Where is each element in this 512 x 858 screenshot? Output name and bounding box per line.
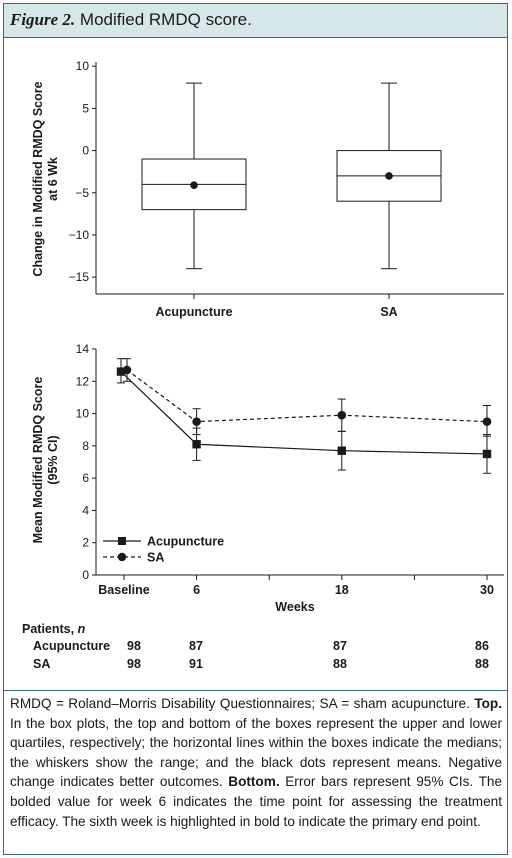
caption-top-text: In the box plots, the top and bottom of … — [10, 715, 502, 790]
series-acupuncture-point — [116, 367, 126, 376]
series-sa-point — [337, 410, 347, 420]
figure-label: Figure 2. — [10, 10, 76, 29]
box-sa-mean-dot — [385, 172, 393, 180]
series-sa-line — [126, 369, 488, 423]
y-tick-label: 10 — [76, 59, 90, 73]
caption-top-label: Top. — [474, 696, 502, 711]
y-axis-label-line1: Change in Modified RMDQ Score — [31, 81, 45, 276]
patients-count: 98 — [127, 657, 141, 671]
x-tick-label: 6 — [193, 583, 200, 597]
box-acupuncture-mean-dot — [190, 181, 198, 189]
patients-count: 86 — [475, 639, 489, 653]
caption-bottom-label: Bottom. — [228, 774, 280, 790]
y-axis-label-line2: at 6 Wk — [46, 157, 60, 201]
y-tick-label: 6 — [82, 471, 89, 485]
caption-bottom-text: Error bars represent 95% CIs. The bolded… — [10, 774, 503, 829]
x-tick-label: 18 — [335, 583, 349, 597]
series-acupuncture-point — [482, 449, 492, 459]
y-tick-label: 14 — [76, 342, 90, 356]
y-axis-label: Mean Modified RMDQ Score(95% CI) — [31, 377, 60, 544]
y-tick-label: 0 — [82, 568, 89, 582]
y-tick-label: −5 — [75, 186, 89, 200]
x-tick-label: 30 — [480, 583, 494, 597]
x-axis-label: Weeks — [275, 600, 314, 614]
patients-row-label: Acupuncture — [33, 639, 110, 653]
legend-sa-marker — [117, 552, 127, 562]
y-tick-label: −15 — [69, 270, 90, 284]
series-acupuncture-point — [192, 440, 201, 449]
figure-frame: Figure 2. Modified RMDQ score. 10 5 0 −5 −10… — [3, 3, 508, 855]
y-tick-label: 5 — [82, 101, 89, 115]
series-sa-point — [482, 417, 492, 426]
series-acupuncture-point — [337, 446, 346, 455]
patients-header-n: n — [78, 622, 86, 636]
figure-title-bar: Figure 2. Modified RMDQ score. — [4, 4, 507, 38]
patients-header: Patients, n — [22, 622, 86, 636]
series-sa-point — [192, 417, 201, 426]
patients-count: 88 — [333, 657, 347, 671]
patients-count: 91 — [189, 657, 203, 671]
figure-caption: RMDQ = Roland–Morris Disability Question… — [10, 694, 502, 831]
line-chart: 0 2 4 6 8 10 12 14 Baseline 6 18 30 Weeks Mean Modifi… — [31, 342, 504, 614]
figure-title-text: Modified RMDQ score. — [79, 10, 252, 29]
legend-sa-label: SA — [147, 551, 164, 565]
series-sa-point — [122, 365, 132, 375]
y-axis-label-line2: (95% CI) — [46, 435, 60, 484]
y-tick-label: 12 — [76, 374, 90, 388]
patients-header-text: Patients, — [22, 622, 78, 636]
y-axis-label-line1: Mean Modified RMDQ Score — [31, 377, 45, 544]
patients-count: 98 — [127, 639, 141, 653]
patients-count: 88 — [475, 657, 489, 671]
y-tick-label: 2 — [82, 536, 89, 550]
legend-acupuncture-marker — [118, 537, 126, 545]
series-acupuncture-line — [120, 371, 488, 455]
y-tick-label: 10 — [76, 407, 90, 421]
patients-row-label: SA — [33, 657, 50, 671]
y-tick-label: 4 — [82, 503, 89, 517]
figure-charts: 10 5 0 −5 −10 −15 Change in Modified RMDQ Scor… — [22, 59, 504, 671]
caption-abbreviations: RMDQ = Roland–Morris Disability Question… — [10, 696, 470, 711]
x-category-label: Acupuncture — [155, 305, 232, 319]
figure-title: Figure 2. Modified RMDQ score. — [10, 10, 252, 30]
patients-table: Patients, n Acupuncture 98 87 87 86 SA 98 91 88 88 — [22, 622, 489, 671]
y-tick-label: −10 — [69, 228, 90, 242]
x-tick-label: Baseline — [98, 583, 149, 597]
patients-count: 87 — [189, 639, 203, 653]
legend-acupuncture-label: Acupuncture — [147, 535, 224, 549]
x-category-label: SA — [380, 305, 397, 319]
y-tick-label: 8 — [82, 439, 89, 453]
y-tick-label: 0 — [82, 144, 89, 158]
y-axis-label: Change in Modified RMDQ Scoreat 6 Wk — [31, 81, 60, 276]
box-plot-chart: 10 5 0 −5 −10 −15 Change in Modified RMDQ Scor… — [31, 59, 504, 319]
patients-count: 87 — [333, 639, 347, 653]
caption-divider — [4, 690, 507, 691]
